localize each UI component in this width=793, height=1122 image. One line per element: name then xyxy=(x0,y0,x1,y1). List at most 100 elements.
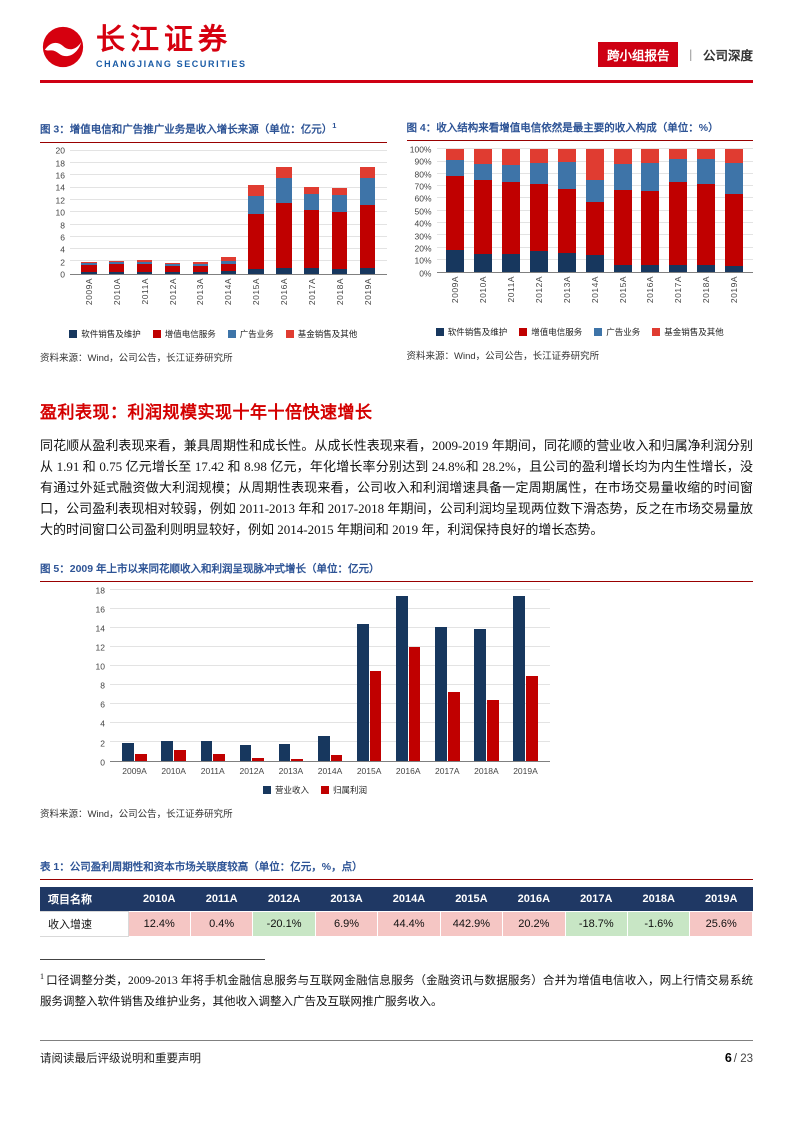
revenue-by-segment-stacked-chart: 0 2 4 6 8 10 12 14 16 18 20 2009A 2010A 2011A 2012A 201… xyxy=(40,146,387,320)
table-row-label: 收入增速 xyxy=(40,911,129,938)
bar-segment xyxy=(332,195,348,212)
gridline xyxy=(110,665,550,667)
gridline xyxy=(110,627,550,629)
stacked-bar xyxy=(136,151,153,274)
bar-segment xyxy=(641,162,660,192)
stacked-bar xyxy=(304,151,320,274)
y-axis-tick-label: 4 xyxy=(100,718,105,729)
x-axis-tick-label: 2010A xyxy=(154,766,193,776)
bar-segment xyxy=(164,264,181,267)
financial-table: 项目名称 2010A 2011A 2012A 2013A 2014A 2015A 2016A 2… xyxy=(40,887,753,938)
x-label-text: 2014A xyxy=(223,277,234,305)
gridline xyxy=(110,684,550,686)
bar-group xyxy=(664,149,692,273)
figure-4-title: 图 4：收入结构来看增值电信依然是最主要的收入构成（单位：%） xyxy=(406,121,753,142)
x-label-text: 2012A xyxy=(239,766,265,777)
report-type-badge: 跨小组报告 xyxy=(597,42,679,67)
stacked-bar xyxy=(697,149,716,273)
figure-4-source: 资料来源：Wind，公司公告，长江证券研究所 xyxy=(406,351,600,363)
table-header-cell: 2016A xyxy=(502,887,566,912)
bar-segment xyxy=(613,264,632,273)
bar-group xyxy=(637,149,665,273)
table-header-cell: 2015A xyxy=(440,887,503,912)
bar xyxy=(291,758,304,762)
bar xyxy=(252,757,265,762)
bar-segment xyxy=(613,164,632,190)
legend-item: 软件销售及维护 xyxy=(435,326,507,338)
bar-segment xyxy=(585,202,604,255)
x-label-text: 2016A xyxy=(395,766,421,777)
x-label-text: 2016A xyxy=(645,276,656,304)
x-axis-tick-label: 2019A xyxy=(354,278,382,320)
stacked-bar xyxy=(332,151,348,274)
bar-group xyxy=(159,151,187,274)
bar-segment xyxy=(248,195,264,215)
y-axis-tick-label: 12 xyxy=(95,642,105,653)
gridline xyxy=(70,162,387,164)
y-axis-tick-label: 16 xyxy=(95,604,105,615)
stacked-bar xyxy=(276,151,292,274)
bars-row xyxy=(437,149,754,273)
x-axis-tick-label: 2012A xyxy=(525,276,553,318)
figure-title-text: 图 4：收入结构来看增值电信依然是最主要的收入构成（单位：%） xyxy=(406,122,719,134)
x-axis-tick-label: 2018A xyxy=(692,276,720,318)
page-total: 23 xyxy=(740,1053,753,1065)
bar-segment xyxy=(220,264,236,272)
plot xyxy=(70,149,387,275)
bar-group xyxy=(442,149,470,273)
figure-3-source: 资料来源：Wind，公司公告，长江证券研究所 xyxy=(40,352,233,364)
bar-segment xyxy=(276,178,292,204)
changjiang-logo-icon xyxy=(42,26,84,68)
report-tags: 跨小组报告 丨 公司深度 xyxy=(597,42,753,67)
y-axis-tick-label: 40% xyxy=(414,218,432,229)
x-axis-tick-label: 2016A xyxy=(270,278,298,320)
legend-item: 软件销售及维护 xyxy=(69,328,141,340)
bar-segment xyxy=(613,189,632,265)
x-label-text: 2010A xyxy=(111,277,122,305)
bar-segment xyxy=(304,268,320,274)
bar-group xyxy=(720,149,748,273)
stacked-bar xyxy=(724,149,744,273)
x-label-text: 2018A xyxy=(334,277,345,305)
table-cell: -1.6% xyxy=(626,911,691,938)
bar-segment xyxy=(276,166,292,179)
table-header-cell: 项目名称 xyxy=(40,887,128,912)
legend-swatch xyxy=(594,328,603,337)
x-axis-tick-label: 2014A xyxy=(581,276,609,318)
table-cell: -18.7% xyxy=(564,911,629,938)
x-label-text: 2013A xyxy=(278,766,304,777)
bar-segment xyxy=(248,268,264,274)
legend-swatch xyxy=(519,328,528,337)
legend-item: 广告业务 xyxy=(227,328,274,340)
stacked-bar xyxy=(669,149,688,273)
bar-group xyxy=(581,149,609,273)
gridline xyxy=(70,198,387,200)
bar-segment xyxy=(248,214,264,269)
figure-5-title: 图 5：2009 年上市以来同花顺收入和利润呈现脉冲式增长（单位：亿元） xyxy=(40,562,753,583)
legend-swatch xyxy=(69,329,78,338)
bar-segment xyxy=(697,264,716,273)
x-axis-tick-label: 2016A xyxy=(389,766,428,776)
bar-group xyxy=(350,590,389,762)
y-axis-tick-label: 0 xyxy=(60,269,65,280)
bar-segment xyxy=(109,260,125,263)
x-label-text: 2009A xyxy=(83,277,94,305)
bar-segment xyxy=(109,263,125,272)
x-axis-tick-label: 2010A xyxy=(469,276,497,318)
bar-segment xyxy=(446,160,465,177)
bar-group xyxy=(428,590,467,762)
footnote-divider xyxy=(40,959,265,961)
y-axis-tick-label: 100% xyxy=(409,143,432,154)
x-label-text: 2009A xyxy=(122,766,147,777)
legend-label: 增值电信服务 xyxy=(531,327,583,338)
stacked-bar xyxy=(359,151,376,274)
figure-title-text: 图 3：增值电信和广告推广业务是收入增长来源（单位：亿元） xyxy=(40,123,333,136)
bar-segment xyxy=(332,268,348,274)
bar-group xyxy=(186,151,214,274)
bar-segment xyxy=(502,182,521,254)
x-axis-tick-label: 2011A xyxy=(131,278,159,320)
bar-segment xyxy=(669,264,688,273)
bar-group xyxy=(75,151,103,274)
bar xyxy=(408,646,421,762)
bar-segment xyxy=(669,182,688,265)
